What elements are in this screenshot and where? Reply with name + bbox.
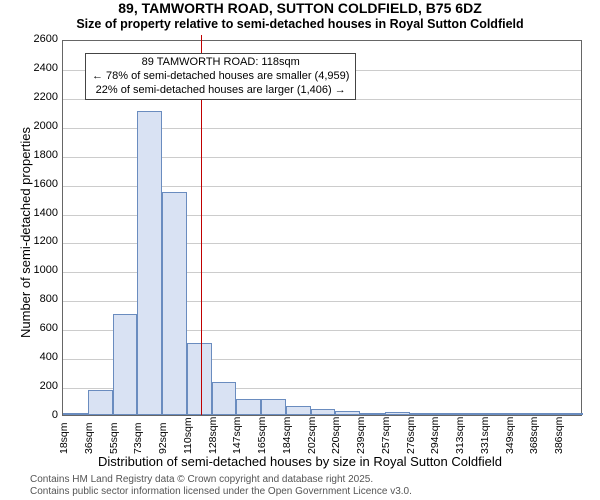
x-tick-label: 73sqm [132,422,144,454]
x-tick-label: 239sqm [355,417,367,454]
x-tick-label: 331sqm [479,417,491,454]
histogram-bar [187,343,212,415]
x-tick-label: 349sqm [504,417,516,454]
x-tick-label: 276sqm [405,417,417,454]
histogram-bar [113,314,138,415]
x-tick-label: 165sqm [256,417,268,454]
x-tick-label: 257sqm [380,417,392,454]
y-tick-label: 1000 [18,264,58,276]
x-tick-label: 55sqm [108,422,120,454]
y-tick-label: 1600 [18,178,58,190]
y-tick-label: 2400 [18,62,58,74]
x-tick-label: 128sqm [207,417,219,454]
x-tick-label: 184sqm [281,417,293,454]
histogram-bar [459,413,484,415]
annotation-line3: 22% of semi-detached houses are larger (… [92,84,349,98]
x-tick-label: 202sqm [306,417,318,454]
y-tick-label: 800 [18,293,58,305]
x-tick-label: 18sqm [58,422,70,454]
y-tick-label: 1800 [18,149,58,161]
y-tick-label: 400 [18,351,58,363]
histogram-bar [261,399,286,415]
histogram-bar [286,406,311,415]
histogram-bar [335,411,360,415]
chart-title: 89, TAMWORTH ROAD, SUTTON COLDFIELD, B75… [0,0,600,17]
histogram-bar [212,382,237,415]
footer-text: Contains HM Land Registry data © Crown c… [30,474,412,498]
y-tick-label: 2000 [18,120,58,132]
y-tick-label: 2600 [18,33,58,45]
footer-line2: Contains public sector information licen… [30,486,412,498]
histogram-bar [410,413,435,415]
histogram-bar [311,409,336,415]
y-tick-label: 2200 [18,91,58,103]
histogram-bar [484,413,509,415]
x-tick-label: 36sqm [83,422,95,454]
histogram-bar [63,413,88,415]
annotation-line2: ← 78% of semi-detached houses are smalle… [92,70,349,84]
histogram-bar [558,413,583,415]
x-axis-label: Distribution of semi-detached houses by … [0,454,600,469]
histogram-bar [434,413,459,415]
x-tick-label: 220sqm [330,417,342,454]
histogram-bar [509,413,534,415]
histogram-bar [360,413,385,415]
x-tick-label: 110sqm [182,417,194,454]
histogram-bar [533,413,558,415]
chart-root: 89, TAMWORTH ROAD, SUTTON COLDFIELD, B75… [0,0,600,500]
histogram-bar [385,412,410,415]
x-tick-label: 92sqm [157,422,169,454]
x-tick-label: 386sqm [553,417,565,454]
histogram-bar [236,399,261,415]
footer-line1: Contains HM Land Registry data © Crown c… [30,474,412,486]
x-tick-label: 368sqm [528,417,540,454]
x-tick-label: 147sqm [231,417,243,454]
y-tick-label: 0 [18,409,58,421]
y-tick-label: 600 [18,322,58,334]
y-tick-label: 200 [18,380,58,392]
annotation-line1: 89 TAMWORTH ROAD: 118sqm [92,56,349,70]
histogram-bar [137,111,162,415]
x-tick-label: 294sqm [429,417,441,454]
y-tick-label: 1200 [18,235,58,247]
histogram-bar [88,390,113,415]
plot-area: 89 TAMWORTH ROAD: 118sqm ← 78% of semi-d… [62,40,582,416]
histogram-bar [162,192,187,415]
chart-subtitle: Size of property relative to semi-detach… [0,17,600,32]
x-tick-label: 313sqm [454,417,466,454]
annotation-box: 89 TAMWORTH ROAD: 118sqm ← 78% of semi-d… [85,53,356,100]
y-tick-label: 1400 [18,207,58,219]
